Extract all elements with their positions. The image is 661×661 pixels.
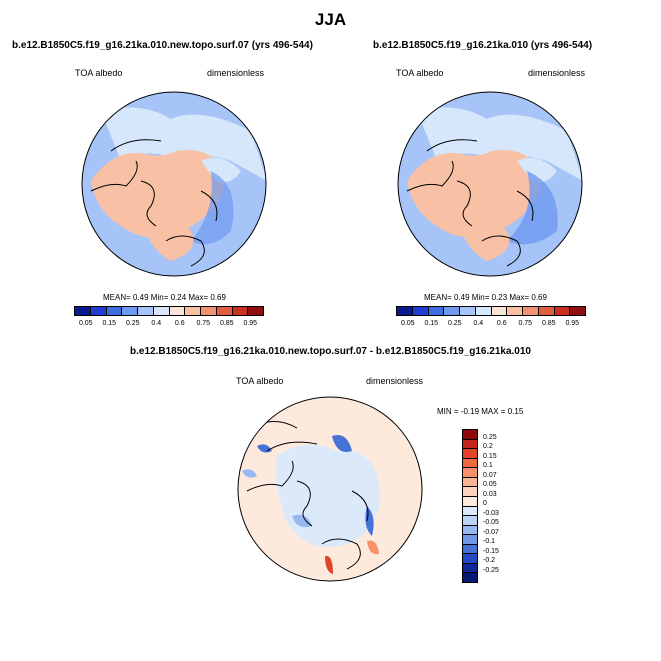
colorbar-left — [74, 306, 264, 316]
colorbar-left-swatch — [184, 307, 200, 315]
colorbar-right-tick-label: 0.85 — [541, 320, 556, 327]
colorbar-right-swatch — [474, 307, 491, 315]
colorbar-right-swatch — [522, 307, 538, 315]
difference-title: b.e12.B1850C5.f19_g16.21ka.010.new.topo.… — [130, 346, 531, 357]
colorbar-difference-swatch — [463, 562, 477, 573]
colorbar-left-swatch — [105, 307, 122, 315]
colorbar-right-swatch — [443, 307, 459, 315]
colorbar-right-swatch — [459, 307, 475, 315]
colorbar-right-swatch — [411, 307, 428, 315]
colorbar-right-tick-label: 0.6 — [496, 320, 507, 327]
colorbar-left-swatch — [247, 307, 263, 315]
colorbar-right-swatch — [569, 307, 585, 315]
colorbar-difference-swatch — [463, 534, 477, 544]
colorbar-difference-swatch — [463, 438, 477, 449]
polar-map-right — [397, 91, 583, 277]
colorbar-left-swatch — [137, 307, 153, 315]
difference-variable: TOA albedo — [236, 376, 284, 386]
panel-right-case-title: b.e12.B1850C5.f19_g16.21ka.010 (yrs 496-… — [373, 40, 593, 51]
colorbar-right-tick-label: 0.4 — [473, 320, 484, 327]
panel-left-variable: TOA albedo — [75, 68, 123, 78]
colorbar-difference — [462, 429, 478, 583]
polar-map-difference — [237, 396, 423, 582]
colorbar-difference-swatch — [463, 524, 477, 535]
colorbar-difference-tick-label: -0.25 — [483, 566, 499, 574]
colorbar-left-swatch — [121, 307, 137, 315]
colorbar-difference-swatch — [463, 430, 477, 439]
colorbar-difference-swatch — [463, 495, 477, 506]
polar-map-left — [81, 91, 267, 277]
colorbar-difference-swatch — [463, 467, 477, 477]
colorbar-left-swatch — [215, 307, 232, 315]
colorbar-difference-swatch — [463, 553, 477, 563]
colorbar-difference-tick-label: 0.1 — [483, 462, 493, 469]
difference-units: dimensionless — [366, 376, 424, 386]
colorbar-left-tick-label: 0.85 — [219, 320, 234, 327]
panel-right-stats: MEAN= 0.49 Min= 0.23 Max= 0.69 — [424, 293, 547, 302]
difference-minmax: MIN = -0.19 MAX = 0.15 — [437, 407, 524, 416]
colorbar-left-tick-label: 0.25 — [125, 320, 140, 327]
panel-left-stats: MEAN= 0.49 Min= 0.24 Max= 0.69 — [103, 293, 226, 302]
colorbar-difference-tick-label: 0.05 — [483, 481, 497, 488]
colorbar-difference-tick-label: -0.1 — [483, 538, 496, 545]
colorbar-right-swatch — [553, 307, 570, 315]
figure-title: JJA — [314, 10, 347, 29]
colorbar-difference-tick-label: -0.05 — [483, 519, 499, 526]
colorbar-right-tick-label: 0.05 — [400, 320, 415, 327]
colorbar-difference-tick-label: 0 — [483, 500, 487, 507]
colorbar-right-tick-label: 0.95 — [565, 320, 580, 327]
colorbar-right-swatch — [490, 307, 507, 315]
colorbar-left-labels: 0.05 0.15 0.25 0.4 0.6 0.75 0.85 0.95 — [74, 320, 262, 330]
colorbar-right-tick-label: 0.15 — [424, 320, 439, 327]
colorbar-left-swatch — [89, 307, 106, 315]
colorbar-difference-tick-label: -0.03 — [483, 509, 499, 517]
colorbar-right-labels: 0.05 0.15 0.25 0.4 0.6 0.75 0.85 0.95 — [396, 320, 584, 330]
colorbar-left-tick-label: 0.15 — [102, 320, 117, 327]
colorbar-right-swatch — [506, 307, 522, 315]
colorbar-left-swatch — [231, 307, 248, 315]
colorbar-right-tick-label: 0.25 — [447, 320, 462, 327]
colorbar-difference-tick-label: 0.03 — [483, 490, 497, 498]
colorbar-difference-swatch — [463, 572, 477, 582]
panel-right-units: dimensionless — [528, 68, 586, 78]
colorbar-right-swatch — [397, 307, 412, 315]
colorbar-difference-tick-label: 0.25 — [483, 433, 497, 441]
colorbar-difference-tick-label: 0.2 — [483, 443, 493, 450]
colorbar-difference-tick-label: 0.15 — [483, 452, 497, 460]
colorbar-right-swatch — [427, 307, 444, 315]
panel-right-variable: TOA albedo — [396, 68, 444, 78]
colorbar-difference-tick-label: 0.07 — [483, 471, 497, 479]
colorbar-difference-swatch — [463, 505, 477, 516]
colorbar-left-tick-label: 0.75 — [196, 320, 211, 327]
colorbar-difference-swatch — [463, 515, 477, 525]
colorbar-left-swatch — [152, 307, 169, 315]
panel-left-units: dimensionless — [207, 68, 265, 78]
colorbar-left-swatch — [75, 307, 90, 315]
colorbar-left-swatch — [168, 307, 185, 315]
colorbar-difference-tick-label: -0.07 — [483, 528, 499, 536]
colorbar-right — [396, 306, 586, 316]
colorbar-right-swatch — [537, 307, 554, 315]
colorbar-left-tick-label: 0.95 — [243, 320, 258, 327]
colorbar-difference-swatch — [463, 543, 477, 554]
colorbar-difference-swatch — [463, 448, 477, 458]
colorbar-left-tick-label: 0.05 — [78, 320, 93, 327]
colorbar-difference-swatch — [463, 486, 477, 496]
colorbar-left-tick-label: 0.4 — [151, 320, 162, 327]
colorbar-left-tick-label: 0.6 — [174, 320, 185, 327]
colorbar-difference-tick-label: -0.15 — [483, 547, 499, 555]
colorbar-right-tick-label: 0.75 — [518, 320, 533, 327]
panel-left-case-title: b.e12.B1850C5.f19_g16.21ka.010.new.topo.… — [12, 40, 313, 51]
colorbar-difference-labels: 0.25 0.2 0.15 0.1 0.07 0.05 0.03 0 -0.03 -0.05 -0.… — [483, 429, 523, 581]
colorbar-difference-tick-label: -0.2 — [483, 557, 496, 564]
colorbar-left-swatch — [200, 307, 216, 315]
colorbar-difference-swatch — [463, 476, 477, 487]
colorbar-difference-swatch — [463, 457, 477, 468]
